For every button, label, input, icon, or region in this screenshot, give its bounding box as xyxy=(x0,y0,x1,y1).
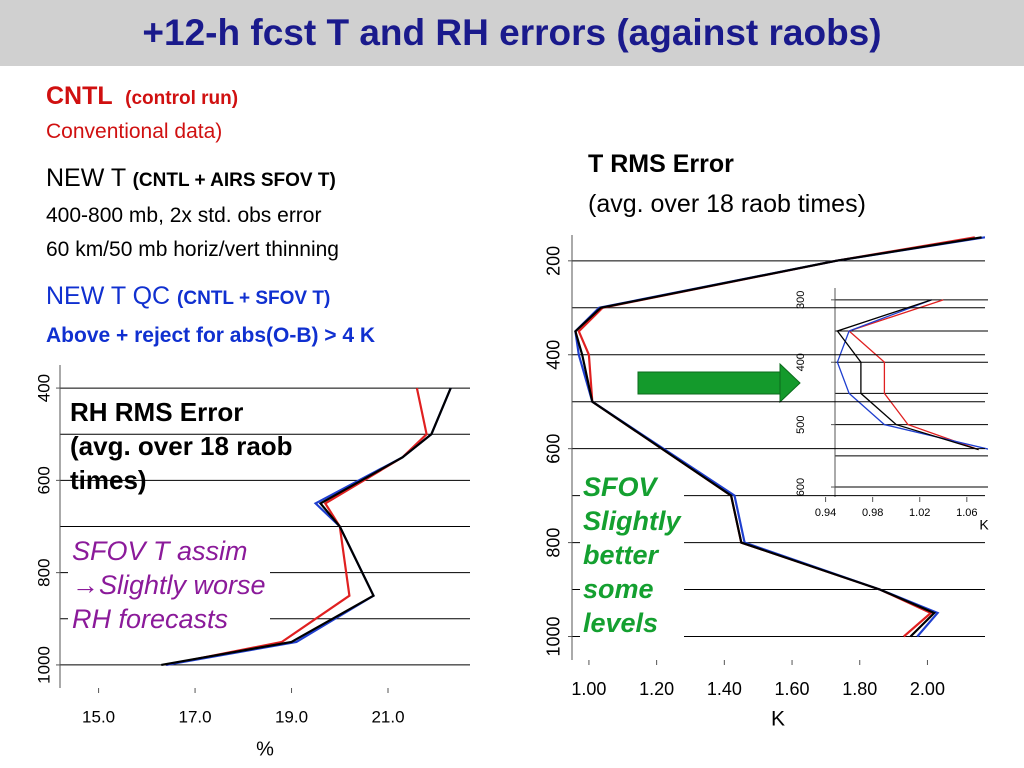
y-tick-label: 600 xyxy=(795,478,807,496)
cntl-desc: Conventional data) xyxy=(46,120,223,143)
y-tick-label: 1000 xyxy=(34,646,53,684)
chart: 400 600 800 1000 15.0 17.0 19.0 21.0% xyxy=(34,365,470,760)
y-tick-label: 800 xyxy=(34,558,53,586)
rh-chart-title: RH RMS Error xyxy=(70,397,244,427)
x-tick-label: 1.02 xyxy=(909,507,930,519)
x-tick-label: 1.80 xyxy=(842,679,877,699)
y-tick-label: 500 xyxy=(795,415,807,433)
annotation-line: better xyxy=(583,540,659,570)
rh-annotation: SFOV T assim →Slightly worse RH forecast… xyxy=(68,532,270,638)
slide-title: +12-h fcst T and RH errors (against raob… xyxy=(142,12,882,53)
annotation-line: RH forecasts xyxy=(72,604,229,634)
qc-label: NEW T QC xyxy=(46,282,171,310)
rh-chart-subtitle: (avg. over 18 raob times) xyxy=(70,431,293,495)
t-chart-heading: T RMS Error (avg. over 18 raob times) xyxy=(588,144,866,224)
y-tick-label: 400 xyxy=(544,340,564,370)
newt-note: (CNTL + AIRS SFOV T) xyxy=(132,170,336,191)
x-tick-label: 19.0 xyxy=(275,707,308,726)
newt: NEW T (CNTL + AIRS SFOV T) xyxy=(46,164,336,193)
qc-note: (CNTL + SFOV T) xyxy=(177,288,331,309)
t-chart-title: T RMS Error xyxy=(588,150,734,178)
cntl: CNTL (control run) xyxy=(46,82,238,111)
y-tick-label: 300 xyxy=(795,291,807,309)
x-axis-label: K xyxy=(771,708,785,731)
t-chart-subtitle: (avg. over 18 raob times) xyxy=(588,190,866,218)
y-tick-label: 600 xyxy=(34,466,53,494)
y-tick-label: 200 xyxy=(544,246,564,276)
qc-desc: Above + reject for abs(O-B) > 4 K xyxy=(46,324,376,347)
qc: NEW T QC (CNTL + SFOV T) xyxy=(46,282,330,311)
x-tick-label: 1.06 xyxy=(956,507,977,519)
series-line xyxy=(847,299,979,451)
annotation-line: SFOV xyxy=(583,472,657,502)
annotation-line: →Slightly worse xyxy=(72,570,266,600)
y-tick-label: 1000 xyxy=(544,616,564,656)
x-axis-label: % xyxy=(256,738,274,760)
series-line xyxy=(836,299,979,451)
newt-label: NEW T xyxy=(46,164,126,192)
x-tick-label: 15.0 xyxy=(82,707,115,726)
y-tick-label: 400 xyxy=(34,374,53,402)
chart: 300 400 500 600 0.94 0.98 1.02 1.06K xyxy=(795,288,989,533)
x-tick-label: 0.94 xyxy=(815,507,836,519)
rh-chart-heading: RH RMS Error (avg. over 18 raob times) xyxy=(70,395,310,497)
annotation-line: Slightly xyxy=(583,506,681,536)
x-axis-label: K xyxy=(979,517,989,533)
newt-desc2: 60 km/50 mb horiz/vert thinning xyxy=(46,238,339,261)
annotation-line: levels xyxy=(583,608,659,638)
t-annotation: SFOV Slightly better some levels xyxy=(580,470,684,640)
cntl-note: (control run) xyxy=(125,88,239,109)
newt-desc1: 400-800 mb, 2x std. obs error xyxy=(46,204,322,227)
x-tick-label: 2.00 xyxy=(910,679,945,699)
x-tick-label: 1.00 xyxy=(571,679,606,699)
x-tick-label: 1.40 xyxy=(707,679,742,699)
x-tick-label: 1.20 xyxy=(639,679,674,699)
y-tick-label: 800 xyxy=(544,528,564,558)
green-arrow xyxy=(637,362,801,404)
annotation-line: some xyxy=(583,574,654,604)
series-line xyxy=(165,387,428,666)
x-tick-label: 17.0 xyxy=(179,707,212,726)
y-tick-label: 600 xyxy=(544,434,564,464)
chart: 200 400 600 800 1000 1.00 1.20 1.40 1.60 1.80 2.00… xyxy=(544,235,985,731)
cntl-label: CNTL xyxy=(46,82,113,110)
series-line xyxy=(161,387,452,666)
x-tick-label: 0.98 xyxy=(862,507,883,519)
x-tick-label: 21.0 xyxy=(371,707,404,726)
annotation-line: SFOV T assim xyxy=(72,536,248,566)
x-tick-label: 1.60 xyxy=(775,679,810,699)
series-line xyxy=(836,299,988,450)
y-tick-label: 400 xyxy=(795,353,807,371)
series-line xyxy=(574,236,982,638)
title-bar xyxy=(0,0,1024,66)
